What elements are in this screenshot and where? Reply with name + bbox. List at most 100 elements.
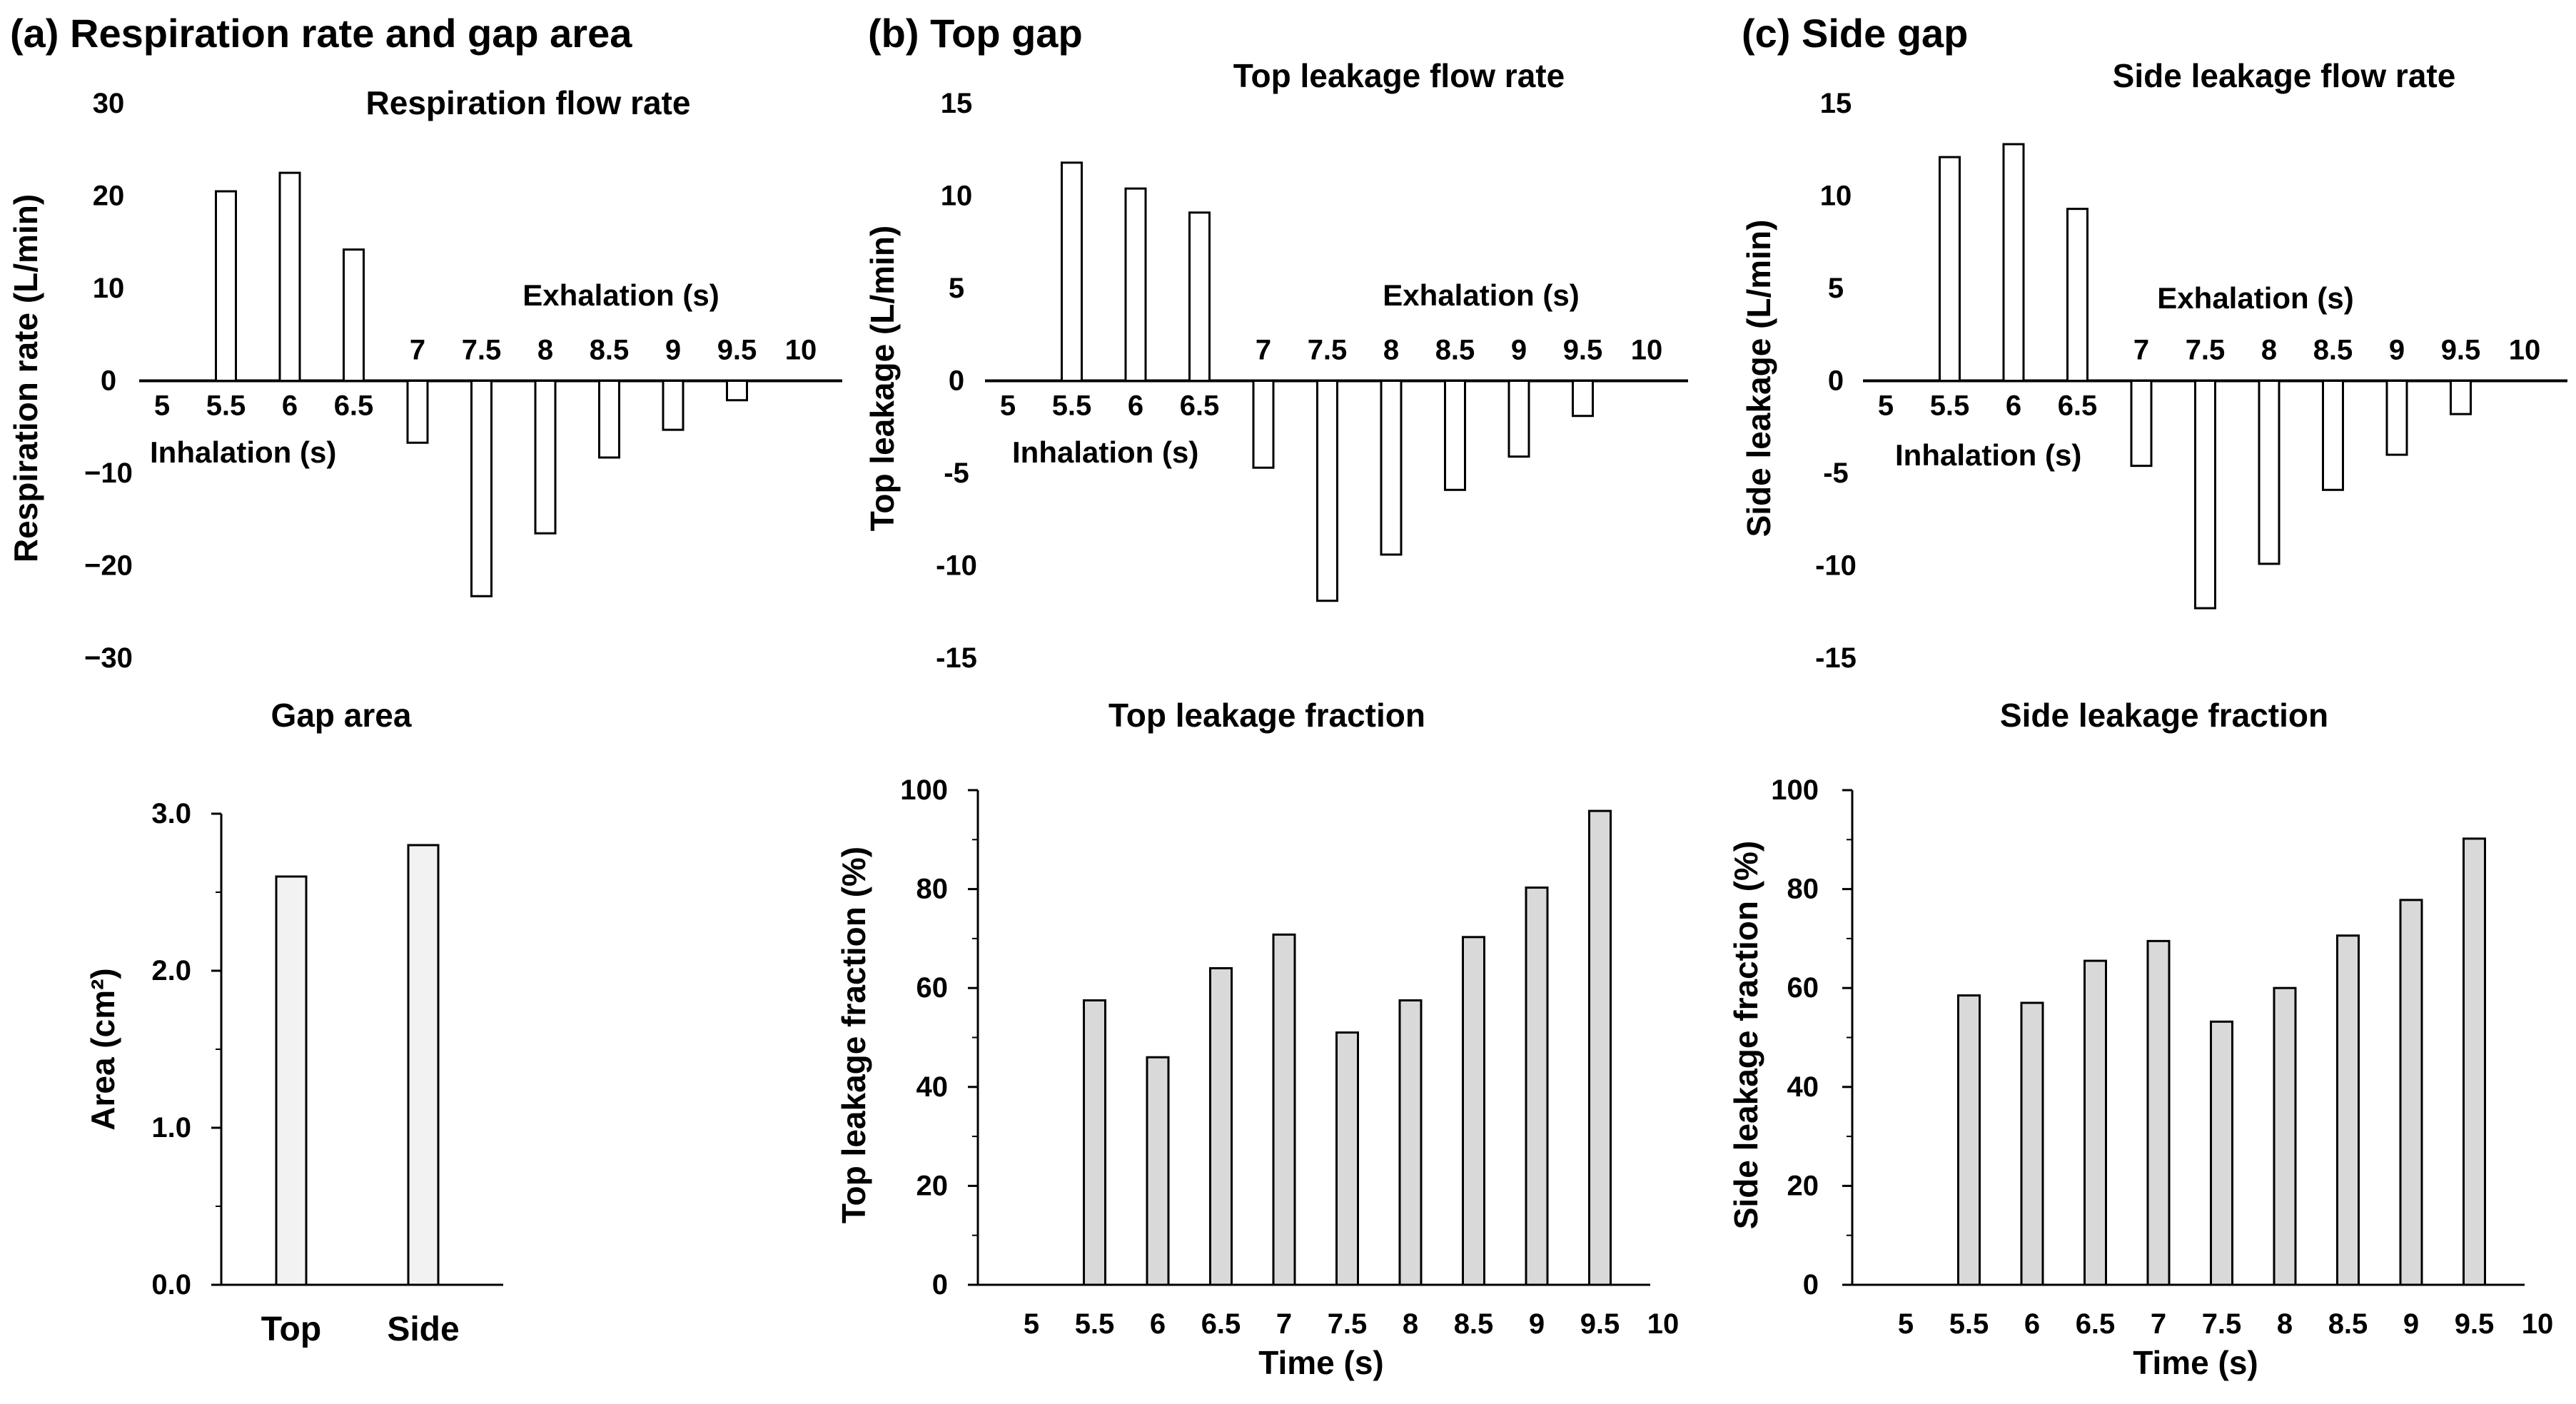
- x-tick-label: 6: [282, 390, 298, 422]
- bar: [406, 380, 429, 444]
- y-axis-label: Area (cm²): [84, 968, 121, 1131]
- y-tick-label: 5: [1828, 273, 1844, 304]
- bar: [1335, 1031, 1359, 1286]
- x-tick-label: 5.5: [1949, 1308, 1989, 1340]
- bar: [1316, 380, 1338, 602]
- bar: [1572, 380, 1594, 418]
- x-tick-label: 9.5: [1580, 1308, 1620, 1340]
- y-tick-label: 80: [1787, 874, 1819, 905]
- inhalation-label: Inhalation (s): [150, 435, 336, 469]
- x-tick-label: 7.5: [1328, 1308, 1368, 1340]
- bar: [2399, 899, 2423, 1286]
- y-tick-label: 0.0: [151, 1269, 191, 1301]
- bar: [2020, 1001, 2044, 1286]
- x-tick-label: 6: [1150, 1308, 1166, 1340]
- x-tick-label: 5.5: [1930, 390, 1970, 422]
- chart-title: Top leakage flow rate: [1233, 57, 1565, 94]
- y-tick-label: 40: [916, 1071, 949, 1103]
- bar: [215, 190, 237, 382]
- chart-title: Respiration flow rate: [366, 84, 691, 121]
- exhalation-label: Exhalation (s): [522, 278, 719, 312]
- y-axis-label: Respiration rate (L/min): [7, 194, 44, 562]
- y-tick-label: 15: [1820, 88, 1852, 119]
- bar: [662, 380, 685, 431]
- y-tick-label: 60: [916, 972, 949, 1004]
- y-tick-label: -15: [936, 642, 977, 674]
- x-tick-label: 7: [2133, 335, 2149, 366]
- y-tick-label: 10: [941, 181, 973, 212]
- y-axis-label: Top leakage (L/min): [864, 226, 901, 532]
- chart-title: Side leakage flow rate: [2113, 57, 2456, 94]
- bar: [1525, 887, 1549, 1286]
- bar: [598, 380, 620, 459]
- x-tick-label: 6: [1128, 390, 1143, 422]
- y-tick-label: -5: [944, 458, 969, 489]
- bar: [2130, 380, 2153, 468]
- x-tick-label: 6.5: [334, 390, 374, 422]
- x-tick-label: 8.5: [1435, 335, 1475, 366]
- x-tick-label: 7: [1256, 335, 1271, 366]
- bar: [2450, 380, 2472, 415]
- x-tick-label: 9.5: [2455, 1308, 2495, 1340]
- x-tick-label: 9: [1529, 1308, 1545, 1340]
- y-tick-label: 20: [93, 181, 125, 212]
- side-leakage-flow-chart: Side leakage flow rate Side leakage (L/mi…: [1740, 57, 2567, 674]
- x-tick-label: 9.5: [717, 335, 757, 366]
- exhalation-label: Exhalation (s): [2157, 281, 2353, 315]
- exhalation-label: Exhalation (s): [1383, 278, 1579, 312]
- bar: [2273, 986, 2297, 1286]
- bar: [1209, 966, 1233, 1286]
- x-tick-label: Top: [261, 1310, 321, 1348]
- bar: [2322, 380, 2344, 491]
- x-tick-label: 5: [1000, 390, 1016, 422]
- x-tick-label: 10: [2509, 335, 2541, 366]
- bar: [407, 844, 440, 1286]
- gap-area-chart: Gap area Area (cm²) 0.0 1.0 2.0 3.0 Top Side: [84, 697, 503, 1348]
- x-tick-label: 7.5: [462, 335, 502, 366]
- x-tick-label: 5.5: [206, 390, 246, 422]
- y-tick-label: 100: [900, 774, 948, 806]
- x-tick-label: 5: [1898, 1308, 1914, 1340]
- bar: [1146, 1056, 1170, 1286]
- x-tick-label: 8: [1403, 1308, 1418, 1340]
- x-tick-label: 10: [1631, 335, 1663, 366]
- panel-a-heading: (a) Respiration rate and gap area: [10, 11, 632, 56]
- x-tick-label: 8: [537, 335, 553, 366]
- inhalation-label: Inhalation (s): [1012, 435, 1198, 469]
- x-tick-label: 9.5: [2441, 335, 2481, 366]
- bar: [1507, 380, 1530, 458]
- x-tick-label: 8: [2277, 1308, 2293, 1340]
- side-leakage-fraction-chart: Side leakage fraction Side leakage fracti…: [1727, 697, 2553, 1381]
- x-tick-label: 5: [1024, 1308, 1039, 1340]
- y-tick-label: 20: [1787, 1170, 1819, 1201]
- panel-c-heading: (c) Side gap: [1742, 11, 1968, 56]
- bar: [2210, 1020, 2233, 1286]
- x-tick-label: 9: [2389, 335, 2405, 366]
- bar: [1252, 380, 1275, 469]
- x-tick-label: 8.5: [590, 335, 630, 366]
- x-tick-label: 9: [1511, 335, 1527, 366]
- x-tick-label: 6: [2006, 390, 2021, 422]
- bar: [2336, 934, 2360, 1286]
- x-tick-label: 8.5: [2328, 1308, 2368, 1340]
- y-tick-label: 15: [941, 88, 973, 119]
- top-leakage-flow-chart: Top leakage flow rate Top leakage (L/min)…: [864, 57, 1688, 674]
- y-axis-label: Side leakage (L/min): [1740, 220, 1777, 537]
- bar: [2083, 959, 2107, 1286]
- x-tick-label: 10: [2522, 1308, 2554, 1340]
- x-tick-label: 7: [1276, 1308, 1292, 1340]
- x-tick-label: 9.5: [1563, 335, 1603, 366]
- x-tick-label: 8: [1383, 335, 1399, 366]
- y-tick-label: 10: [93, 273, 125, 304]
- y-tick-label: 80: [916, 874, 949, 905]
- bar: [2066, 208, 2088, 382]
- panel-b-heading: (b) Top gap: [868, 11, 1083, 56]
- bar: [2002, 143, 2025, 382]
- x-axis-label: Time (s): [1258, 1344, 1384, 1381]
- bar: [1398, 999, 1423, 1286]
- x-axis-label: Time (s): [2133, 1344, 2258, 1381]
- x-tick-label: 6.5: [1180, 390, 1220, 422]
- chart-title: Gap area: [271, 697, 412, 734]
- x-tick-label: 5.5: [1052, 390, 1092, 422]
